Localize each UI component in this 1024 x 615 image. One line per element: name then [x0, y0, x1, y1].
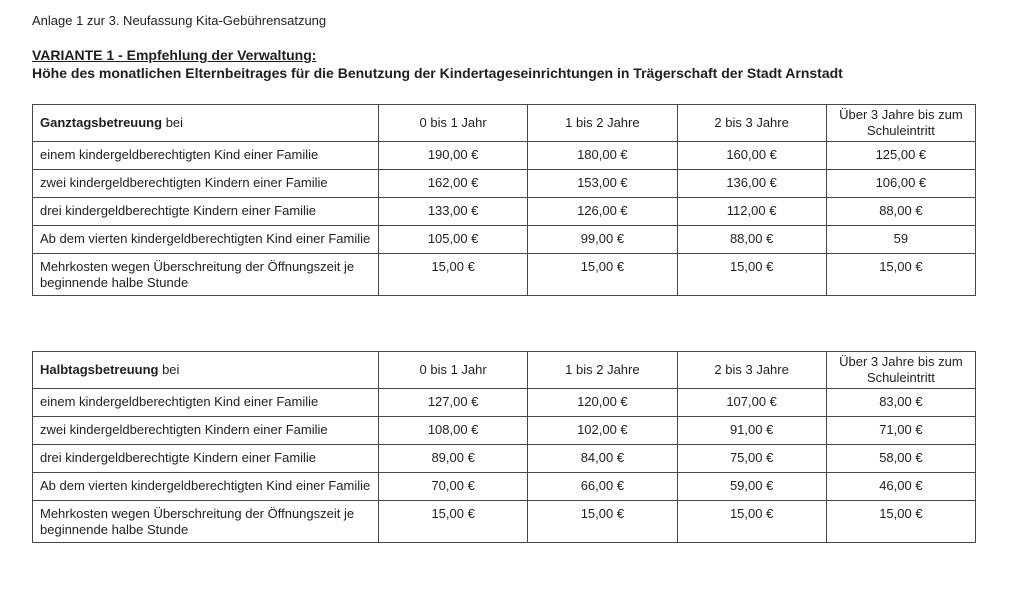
age-group-column-header: 2 bis 3 Jahre — [676, 351, 827, 389]
halbtagsbetreuung-table: Halbtagsbetreuung bei 0 bis 1 Jahr 1 bis 2… — [32, 351, 977, 543]
fee-value-cell: 15,00 € — [825, 500, 977, 543]
variant-heading: VARIANTE 1 - Empfehlung der Verwaltung: — [32, 47, 317, 63]
document-annotation: Anlage 1 zur 3. Neufassung Kita-Gebühren… — [32, 13, 327, 28]
fee-value-cell: 84,00 € — [527, 444, 678, 473]
fee-value-cell: 91,00 € — [676, 416, 827, 445]
fee-value-cell: 89,00 € — [377, 444, 529, 473]
fee-value-cell: 15,00 € — [377, 253, 529, 296]
header-label-bold-text: Ganztagsbetreuung — [40, 115, 163, 130]
fee-value-cell: 127,00 € — [377, 388, 529, 417]
age-group-column-header: Über 3 Jahre bis zum Schuleintritt — [825, 104, 977, 142]
fee-value-cell: 15,00 € — [676, 253, 827, 296]
halbtagsbetreuung-header-row: Halbtagsbetreuung bei 0 bis 1 Jahr 1 bis 2… — [32, 351, 977, 389]
fee-row: drei kindergeldberechtigte Kindern einer… — [32, 444, 977, 473]
header-label-bold-text: Halbtagsbetreuung — [40, 362, 159, 377]
fee-value-cell: 75,00 € — [676, 444, 827, 473]
fee-row-label: Mehrkosten wegen Überschreitung der Öffn… — [32, 253, 379, 296]
fee-row-label: zwei kindergeldberechtigten Kindern eine… — [32, 416, 379, 445]
fee-value-cell: 153,00 € — [527, 169, 678, 198]
fee-row: zwei kindergeldberechtigten Kindern eine… — [32, 416, 977, 445]
fee-row-label: Mehrkosten wegen Überschreitung der Öffn… — [32, 500, 379, 543]
fee-value-cell: 15,00 € — [825, 253, 977, 296]
fee-value-cell: 108,00 € — [377, 416, 529, 445]
age-group-column-header: 1 bis 2 Jahre — [527, 351, 678, 389]
fee-row: drei kindergeldberechtigte Kindern einer… — [32, 197, 977, 226]
fee-value-cell: 83,00 € — [825, 388, 977, 417]
fee-value-cell: 136,00 € — [676, 169, 827, 198]
fee-row-label: zwei kindergeldberechtigten Kindern eine… — [32, 169, 379, 198]
fee-value-cell: 15,00 € — [527, 500, 678, 543]
fee-row-label: einem kindergeldberechtigten Kind einer … — [32, 388, 379, 417]
fee-row-label: drei kindergeldberechtigte Kindern einer… — [32, 444, 379, 473]
fee-row-label: Ab dem vierten kindergeldberechtigten Ki… — [32, 225, 379, 254]
fee-row: Ab dem vierten kindergeldberechtigten Ki… — [32, 472, 977, 501]
fee-value-cell: 102,00 € — [527, 416, 678, 445]
fee-value-cell: 66,00 € — [527, 472, 678, 501]
fee-value-cell: 59 — [825, 225, 977, 254]
age-group-column-header: 0 bis 1 Jahr — [377, 351, 529, 389]
fee-value-cell: 120,00 € — [527, 388, 678, 417]
halbtagsbetreuung-header-label: Halbtagsbetreuung bei — [32, 351, 379, 389]
age-group-column-header: 2 bis 3 Jahre — [676, 104, 827, 142]
fee-row-label: drei kindergeldberechtigte Kindern einer… — [32, 197, 379, 226]
fee-value-cell: 105,00 € — [377, 225, 529, 254]
fee-value-cell: 180,00 € — [527, 141, 678, 170]
fee-row: einem kindergeldberechtigten Kind einer … — [32, 141, 977, 170]
fee-value-cell: 15,00 € — [676, 500, 827, 543]
fee-value-cell: 46,00 € — [825, 472, 977, 501]
fee-value-cell: 71,00 € — [825, 416, 977, 445]
fee-row: einem kindergeldberechtigten Kind einer … — [32, 388, 977, 417]
fee-row: zwei kindergeldberechtigten Kindern eine… — [32, 169, 977, 198]
ganztagsbetreuung-header-label: Ganztagsbetreuung bei — [32, 104, 379, 142]
fee-value-cell: 107,00 € — [676, 388, 827, 417]
fee-value-cell: 112,00 € — [676, 197, 827, 226]
age-group-column-header: Über 3 Jahre bis zum Schuleintritt — [825, 351, 977, 389]
header-label-rest-text: bei — [158, 362, 180, 377]
fee-value-cell: 133,00 € — [377, 197, 529, 226]
fee-value-cell: 190,00 € — [377, 141, 529, 170]
fee-value-cell: 126,00 € — [527, 197, 678, 226]
fee-value-cell: 15,00 € — [527, 253, 678, 296]
fee-row: Ab dem vierten kindergeldberechtigten Ki… — [32, 225, 977, 254]
age-group-column-header: 1 bis 2 Jahre — [527, 104, 678, 142]
fee-row-label: Ab dem vierten kindergeldberechtigten Ki… — [32, 472, 379, 501]
header-label-rest-text: bei — [162, 115, 184, 130]
ganztagsbetreuung-table: Ganztagsbetreuung bei 0 bis 1 Jahr 1 bis 2… — [32, 104, 977, 296]
fee-value-cell: 88,00 € — [676, 225, 827, 254]
ganztagsbetreuung-header-row: Ganztagsbetreuung bei 0 bis 1 Jahr 1 bis 2… — [32, 104, 977, 142]
fee-value-cell: 88,00 € — [825, 197, 977, 226]
fee-row: Mehrkosten wegen Überschreitung der Öffn… — [32, 500, 977, 543]
fee-value-cell: 160,00 € — [676, 141, 827, 170]
fee-value-cell: 58,00 € — [825, 444, 977, 473]
fee-value-cell: 106,00 € — [825, 169, 977, 198]
fee-value-cell: 125,00 € — [825, 141, 977, 170]
fee-value-cell: 99,00 € — [527, 225, 678, 254]
fee-value-cell: 15,00 € — [377, 500, 529, 543]
fee-row: Mehrkosten wegen Überschreitung der Öffn… — [32, 253, 977, 296]
document-subtitle: Höhe des monatlichen Elternbeitrages für… — [32, 65, 843, 81]
fee-row-label: einem kindergeldberechtigten Kind einer … — [32, 141, 379, 170]
fee-value-cell: 70,00 € — [377, 472, 529, 501]
fee-value-cell: 162,00 € — [377, 169, 529, 198]
fee-value-cell: 59,00 € — [676, 472, 827, 501]
age-group-column-header: 0 bis 1 Jahr — [377, 104, 529, 142]
